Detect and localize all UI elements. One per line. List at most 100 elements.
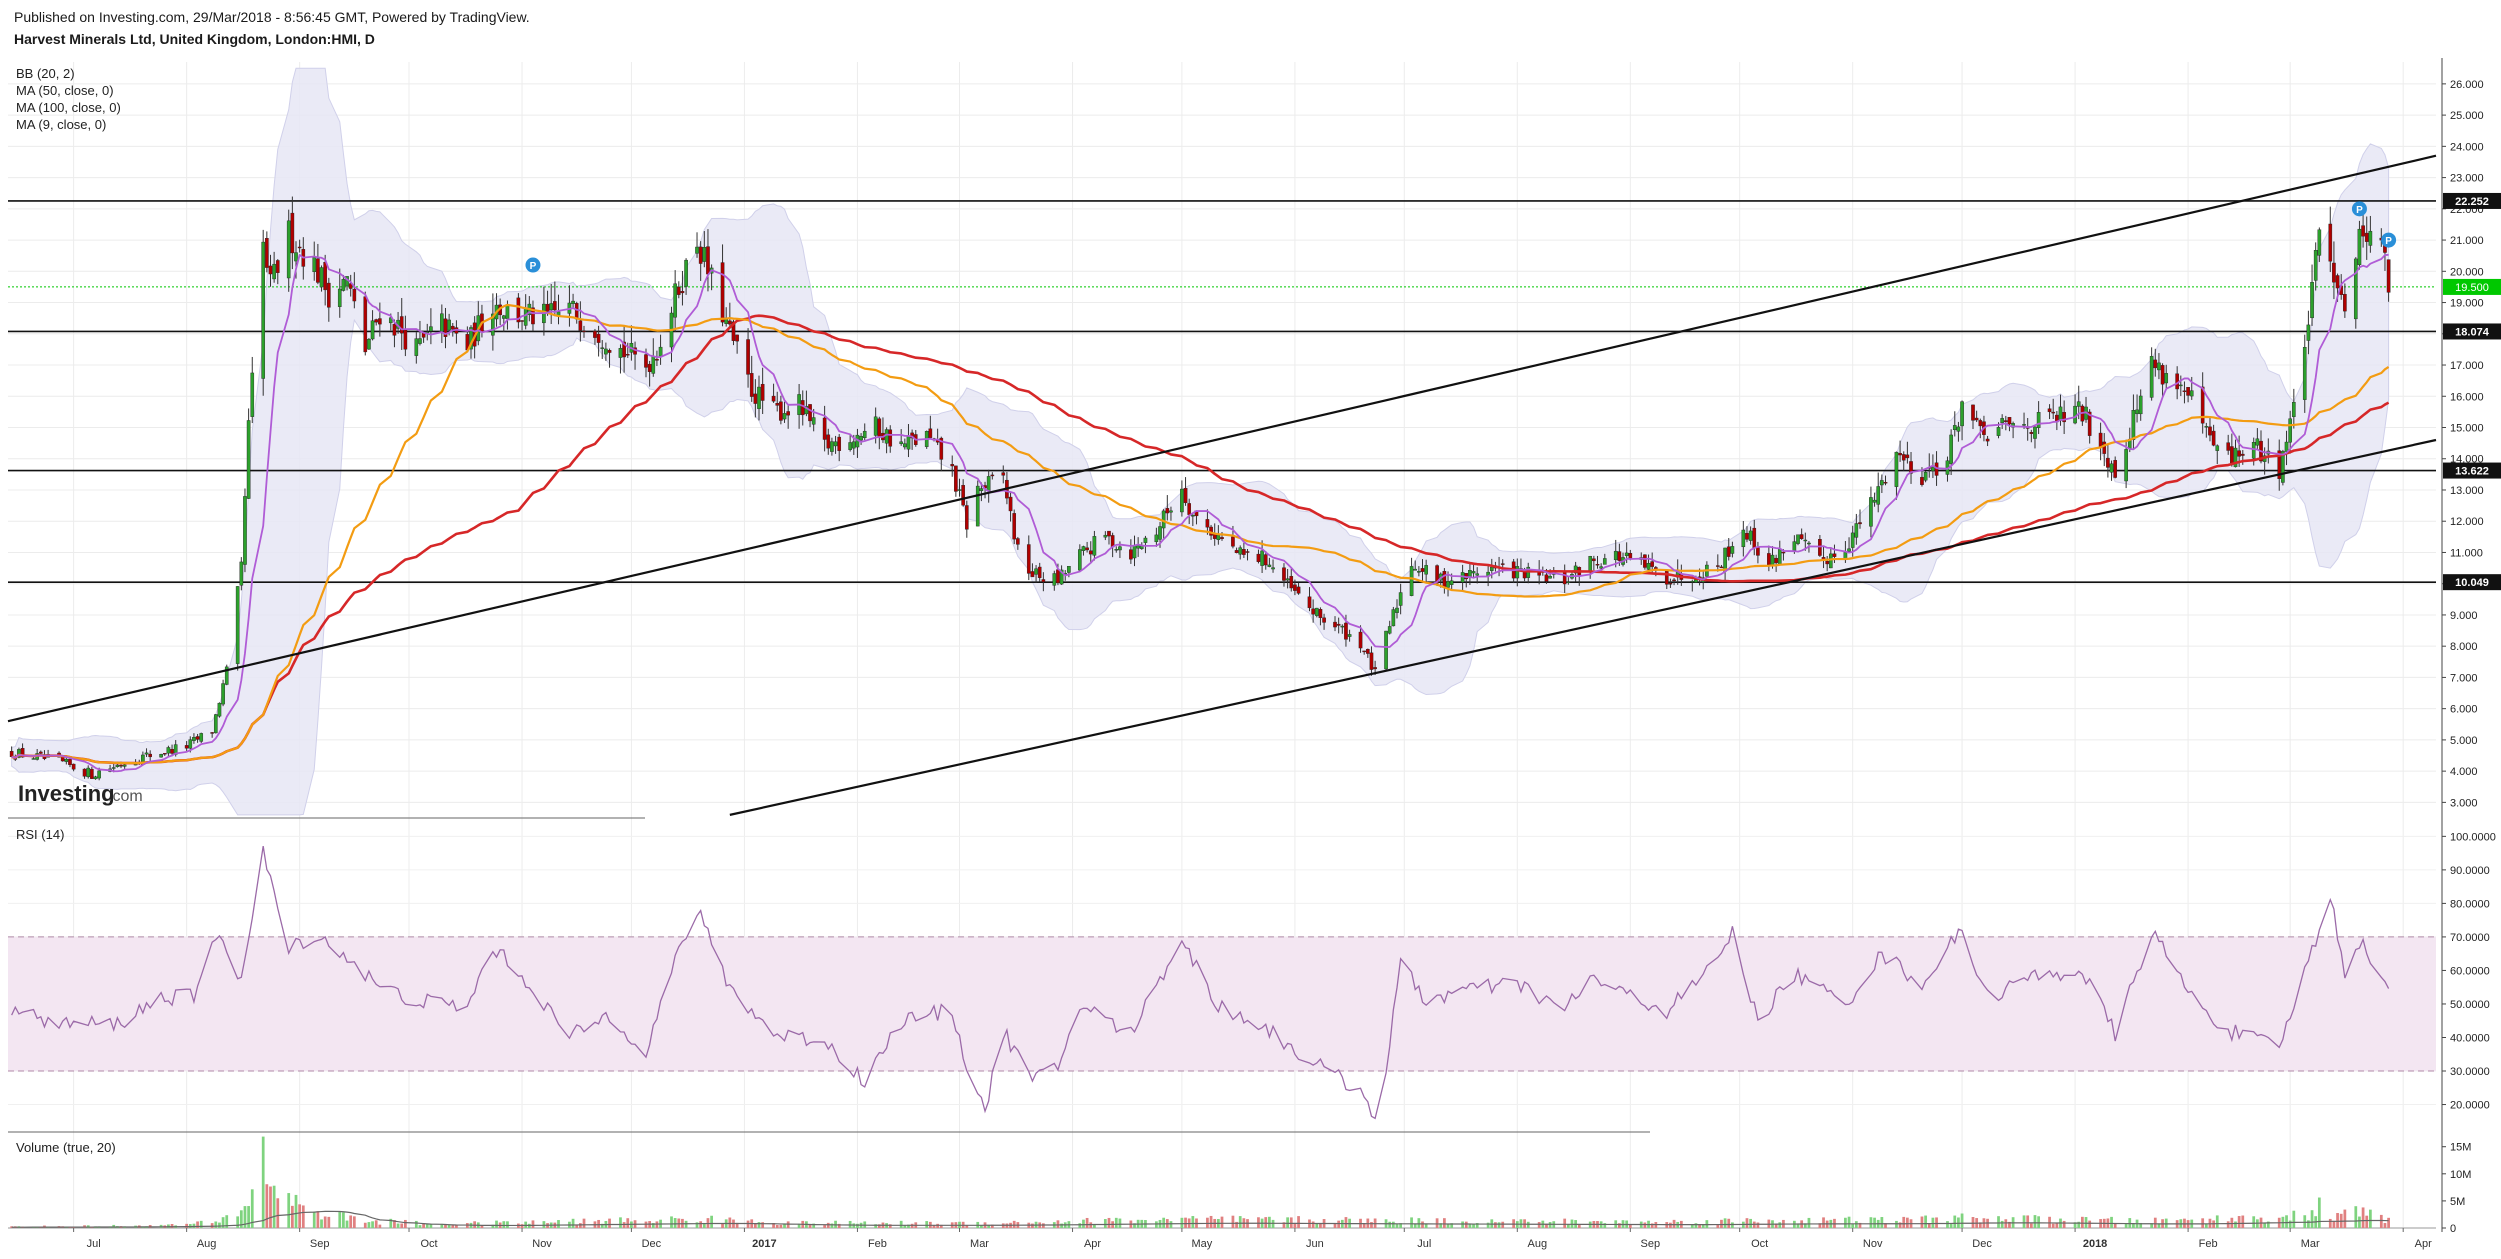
candle-body (2131, 410, 2136, 440)
symbol-title: Harvest Minerals Ltd, United Kingdom, Lo… (14, 31, 375, 47)
candle (1748, 526, 1753, 545)
volume-bar (1796, 1223, 1800, 1228)
volume-bar (418, 1225, 422, 1228)
candle (728, 302, 732, 329)
candle-body (1435, 565, 1439, 584)
candle (1293, 579, 1297, 596)
candle-body (1818, 539, 1822, 556)
candle-body (1588, 556, 1593, 573)
candle (1643, 554, 1647, 570)
candle (2386, 259, 2391, 302)
volume-bar (2317, 1197, 2321, 1228)
volume-bar (1337, 1220, 1341, 1228)
candle-body (1238, 547, 1243, 555)
candle (1289, 568, 1294, 592)
volume-bar (1566, 1224, 1570, 1228)
candle (1245, 549, 1250, 561)
candle-body (450, 325, 455, 330)
candle (491, 293, 495, 351)
candle (1001, 465, 1006, 484)
candle (2215, 444, 2220, 465)
ma-100-line (11, 314, 2390, 765)
dividend-marker: P (2351, 201, 2367, 217)
volume-bar (2022, 1215, 2026, 1228)
candle-body (1030, 571, 1035, 578)
candle-body (447, 319, 451, 331)
candle-body (90, 768, 94, 779)
candle-body (1956, 426, 1961, 432)
candle (1041, 572, 1046, 592)
candle-body (2386, 259, 2391, 293)
volume-bar (1133, 1223, 1136, 1228)
candle (859, 433, 863, 445)
time-tick-label: Apr (2415, 1238, 2432, 1250)
trendline-lower-channel (729, 438, 2437, 816)
candle (1909, 452, 1913, 484)
candle (1085, 541, 1089, 553)
volume-bar (1060, 1223, 1063, 1228)
candle-body (1690, 581, 1695, 583)
candle-body (1774, 557, 1778, 564)
candle (2106, 443, 2110, 478)
volume-bar (1399, 1223, 1403, 1228)
volume-bar (695, 1222, 699, 1228)
published-note: Published on Investing.com, 29/Mar/2018 … (14, 9, 530, 25)
candle (316, 243, 320, 285)
volume-bar (557, 1220, 560, 1228)
candle-body (1726, 546, 1731, 557)
candle (250, 356, 255, 424)
candle-body (2302, 347, 2307, 400)
volume-ma-line (11, 1210, 2389, 1228)
candle (837, 434, 842, 462)
volume-bar (225, 1215, 229, 1228)
candle (1413, 560, 1418, 571)
volume-bar (608, 1218, 611, 1228)
volume-bar (1464, 1221, 1468, 1228)
volume-bar (2000, 1220, 2004, 1228)
volume-bar (506, 1221, 509, 1228)
volume-bar (1103, 1219, 1107, 1228)
time-tick-label: Jul (1417, 1238, 1431, 1250)
volume-bar (495, 1220, 498, 1228)
level-badge: 18.074 (2443, 323, 2501, 340)
volume-bar (1443, 1218, 1446, 1228)
volume-bar (1906, 1217, 1909, 1228)
candle-body (1260, 550, 1264, 566)
candle-body (1191, 514, 1195, 517)
volume-bar (1884, 1223, 1887, 1228)
volume-bar (1577, 1224, 1581, 1228)
candle-body (848, 442, 852, 450)
candle-body (979, 488, 984, 492)
volume-bar (2237, 1216, 2241, 1228)
volume-bar (1618, 1223, 1621, 1228)
volume-bar (1895, 1220, 1898, 1228)
candle (399, 298, 404, 350)
candle (975, 480, 980, 527)
candle-body (2109, 463, 2114, 473)
candle (2306, 310, 2311, 355)
candle (954, 465, 958, 497)
candle-body (1985, 438, 1990, 442)
candle-body (2361, 225, 2365, 237)
volume-bar (2139, 1222, 2143, 1228)
candle-body (1500, 563, 1505, 565)
volume-bar (1672, 1219, 1676, 1228)
candle (607, 348, 612, 368)
candle-body (210, 732, 214, 734)
volume-bar (1286, 1217, 1289, 1228)
volume-bar (582, 1218, 586, 1228)
volume-bar (1391, 1221, 1395, 1228)
candle-body (119, 765, 123, 767)
candle-body (1180, 488, 1184, 513)
volume-bar (2336, 1213, 2339, 1228)
candle-body (184, 745, 189, 749)
candle-body (31, 758, 36, 760)
candle (826, 428, 831, 455)
candle (290, 196, 295, 270)
candle-body (1628, 553, 1633, 559)
candle (319, 265, 324, 292)
level-badge: 10.049 (2443, 574, 2501, 591)
candle-body (600, 347, 605, 349)
candle-body (1920, 476, 1924, 485)
